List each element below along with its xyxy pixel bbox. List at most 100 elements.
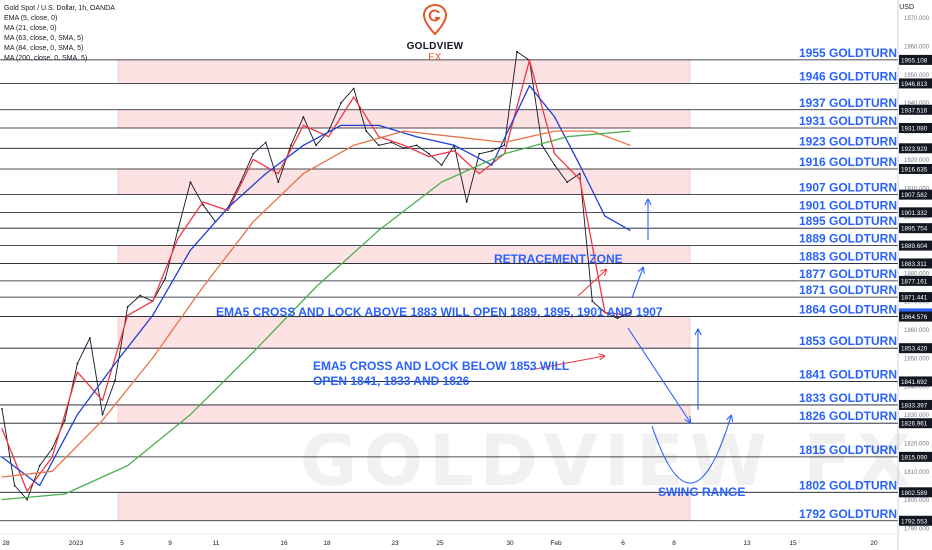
series-ema5 bbox=[1, 59, 631, 492]
x-tick-12: 8 bbox=[672, 540, 676, 547]
y-tick-18: 1790.000 bbox=[904, 527, 930, 533]
price-tag-20: 1802.589 bbox=[901, 490, 928, 497]
point-ma21-11 bbox=[415, 136, 418, 138]
point-price-33 bbox=[415, 144, 418, 147]
price-tag-bg-7 bbox=[899, 207, 932, 218]
level-label-7: 1901 GOLDTURN bbox=[799, 198, 897, 212]
point-price-8 bbox=[101, 413, 104, 416]
price-tag-bg-9 bbox=[899, 240, 932, 251]
price-tag-bg-10 bbox=[899, 258, 932, 269]
price-tag-bg-18 bbox=[899, 418, 932, 429]
point-ma63-12 bbox=[591, 130, 593, 132]
level-label-10: 1883 GOLDTURN bbox=[799, 249, 897, 263]
annotations-layer: RETRACEMENT ZONE EMA5 CROSS AND LOCK ABOV… bbox=[216, 252, 745, 499]
point-price-45 bbox=[566, 181, 569, 184]
x-tick-4: 11 bbox=[213, 540, 220, 547]
point-ema5-8 bbox=[202, 201, 204, 203]
level-label-5: 1916 GOLDTURN bbox=[799, 155, 897, 169]
indicator-ma200: MA (200, close, 0, SMA, 5) bbox=[4, 55, 88, 62]
price-tag-21: 1792.553 bbox=[901, 518, 928, 525]
y-tick-6: 1910.000 bbox=[904, 186, 930, 192]
point-ma21-2 bbox=[76, 413, 78, 416]
x-tick-1: 2023 bbox=[69, 540, 84, 547]
level-label-13: 1864 GOLDTURN bbox=[799, 303, 897, 317]
point-ema5-15 bbox=[378, 136, 380, 138]
price-tag-bg-16 bbox=[899, 376, 932, 387]
point-price-16 bbox=[202, 203, 204, 206]
point-ma200-7 bbox=[441, 181, 443, 183]
price-tag-bg-4 bbox=[899, 143, 932, 154]
y-tick-10: 1870.000 bbox=[904, 300, 930, 306]
point-ma63-13 bbox=[629, 144, 631, 146]
level-label-20: 1792 GOLDTURN bbox=[799, 507, 897, 521]
point-price-34 bbox=[428, 152, 430, 155]
y-tick-5: 1920.000 bbox=[904, 158, 930, 164]
arrows-layer bbox=[529, 200, 731, 484]
y-tick-16: 1810.000 bbox=[904, 470, 930, 476]
point-price-46 bbox=[578, 172, 581, 175]
level-label-15: 1841 GOLDTURN bbox=[799, 367, 897, 381]
level-label-2: 1937 GOLDTURN bbox=[799, 96, 897, 110]
point-price-44 bbox=[553, 164, 556, 166]
x-tick-14: 15 bbox=[789, 540, 797, 547]
currency-label: USD bbox=[899, 4, 914, 11]
point-ma200-0 bbox=[1, 499, 3, 501]
zone-1 bbox=[117, 109, 691, 129]
price-tag-19: 1815.090 bbox=[901, 454, 928, 461]
point-ma21-1 bbox=[39, 484, 41, 487]
point-ma200-5 bbox=[315, 286, 317, 288]
point-price-23 bbox=[289, 144, 292, 147]
point-ma21-16 bbox=[579, 164, 581, 166]
indicator-ma21: MA (21, close, 0) bbox=[4, 25, 57, 32]
point-price-4 bbox=[51, 447, 54, 450]
price-tag-16: 1841.692 bbox=[901, 379, 928, 386]
point-price-41 bbox=[516, 50, 518, 53]
point-ema5-0 bbox=[1, 428, 3, 430]
point-price-6 bbox=[76, 362, 79, 365]
price-tag-bg-8 bbox=[899, 223, 932, 234]
point-price-35 bbox=[440, 164, 443, 166]
level-label-16: 1833 GOLDTURN bbox=[799, 391, 897, 405]
swing-curve-arrow bbox=[651, 416, 731, 484]
point-ema5-16 bbox=[403, 144, 405, 146]
location-pin-icon bbox=[422, 3, 448, 36]
point-price-15 bbox=[189, 181, 192, 184]
price-tag-7: 1901.332 bbox=[901, 210, 928, 217]
point-price-31 bbox=[390, 141, 393, 144]
up-arrow-2 bbox=[631, 268, 643, 299]
price-tag-bg-12 bbox=[899, 292, 932, 303]
level-label-17: 1826 GOLDTURN bbox=[799, 409, 897, 423]
x-tick-2: 5 bbox=[120, 540, 124, 547]
point-price-28 bbox=[352, 87, 355, 90]
indicator-legend: Gold Spot / U.S. Dollar, 1h, OANDA EMA (… bbox=[4, 4, 115, 64]
price-tag-bg-19 bbox=[899, 451, 932, 462]
point-ma21-14 bbox=[528, 85, 531, 87]
point-ma200-4 bbox=[252, 351, 254, 353]
x-tick-15: 20 bbox=[870, 540, 878, 547]
price-tag-bg-0 bbox=[899, 54, 932, 65]
price-tag-12: 1871.441 bbox=[901, 295, 928, 302]
y-tick-12: 1850.000 bbox=[904, 356, 930, 362]
point-price-2 bbox=[26, 498, 29, 501]
x-tick-9: 30 bbox=[506, 540, 514, 547]
x-tick-8: 25 bbox=[436, 540, 444, 547]
zone-0 bbox=[117, 59, 691, 84]
point-price-1 bbox=[13, 484, 16, 487]
series-layer bbox=[1, 50, 631, 501]
price-tag-bg-21 bbox=[899, 515, 932, 526]
point-ma21-8 bbox=[302, 144, 305, 146]
price-tag-9: 1889.604 bbox=[901, 243, 928, 250]
point-ma21-7 bbox=[265, 173, 267, 175]
y-tick-14: 1830.000 bbox=[904, 413, 930, 419]
point-ema5-12 bbox=[302, 124, 305, 127]
point-ma200-8 bbox=[503, 153, 505, 155]
point-ema5-6 bbox=[152, 300, 154, 302]
point-ema5-1 bbox=[26, 490, 28, 492]
level-label-11: 1877 GOLDTURN bbox=[799, 267, 897, 281]
point-price-5 bbox=[63, 419, 66, 422]
point-ema5-21 bbox=[528, 59, 531, 61]
series-ma63 bbox=[1, 130, 631, 478]
point-price-37 bbox=[465, 201, 468, 203]
point-ema5-10 bbox=[252, 158, 254, 161]
